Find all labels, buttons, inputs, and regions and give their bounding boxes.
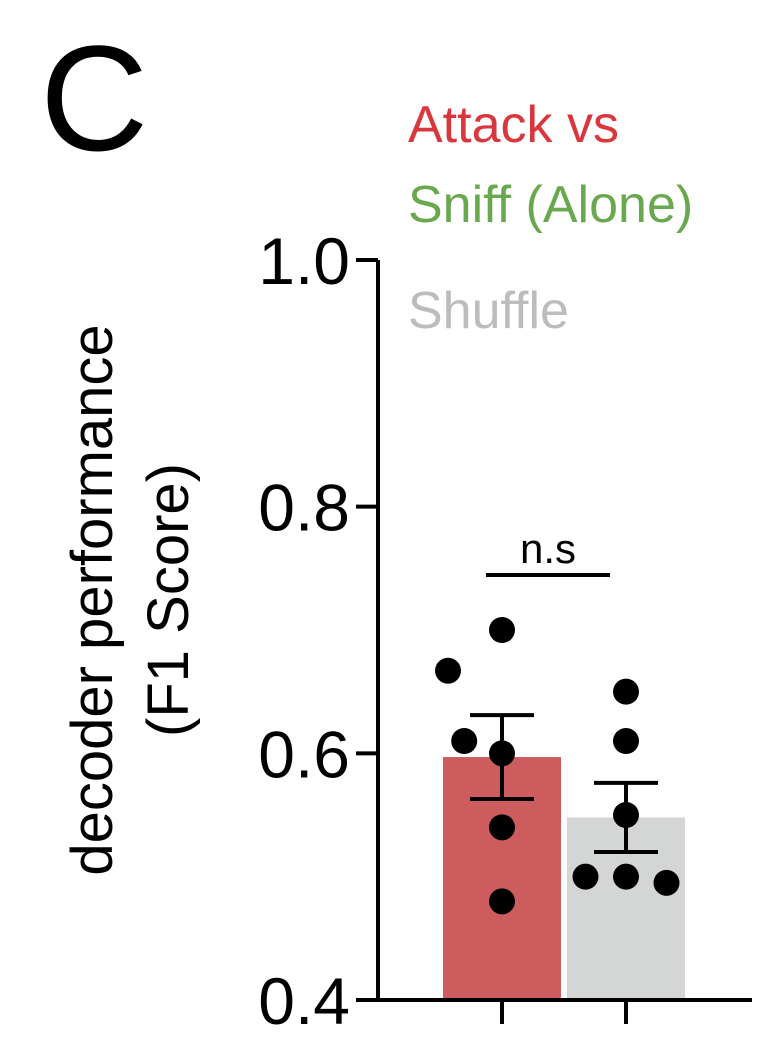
y-tick-label: 0.6 xyxy=(258,717,350,791)
data-point xyxy=(653,869,680,896)
data-point xyxy=(613,728,639,754)
data-point xyxy=(489,888,515,915)
y-tick-label: 0.8 xyxy=(258,471,350,545)
legend-entry-shuffle: Shuffle xyxy=(408,282,569,340)
y-axis-label: decoder performance xyxy=(60,324,125,875)
legend-entry-sniff: Sniff (Alone) xyxy=(408,176,693,234)
significance-label: n.s xyxy=(520,525,576,572)
y-axis-title: decoder performance (F1 Score) xyxy=(60,324,201,875)
plot-area: 0.4 0.6 0.8 1.0 n.s xyxy=(258,224,752,1038)
y-tick-label: 1.0 xyxy=(258,224,350,298)
data-point xyxy=(572,863,599,890)
data-point xyxy=(613,863,639,890)
legend-entry-attack: Attack vs xyxy=(408,96,619,154)
data-point xyxy=(451,728,478,754)
y-axis-label-line2: (F1 Score) xyxy=(136,463,201,737)
data-point xyxy=(489,814,515,841)
data-point xyxy=(435,657,461,684)
data-point xyxy=(613,678,639,705)
panel-letter: C xyxy=(40,14,148,182)
y-tick-label: 0.4 xyxy=(258,964,350,1038)
data-point xyxy=(489,617,515,643)
